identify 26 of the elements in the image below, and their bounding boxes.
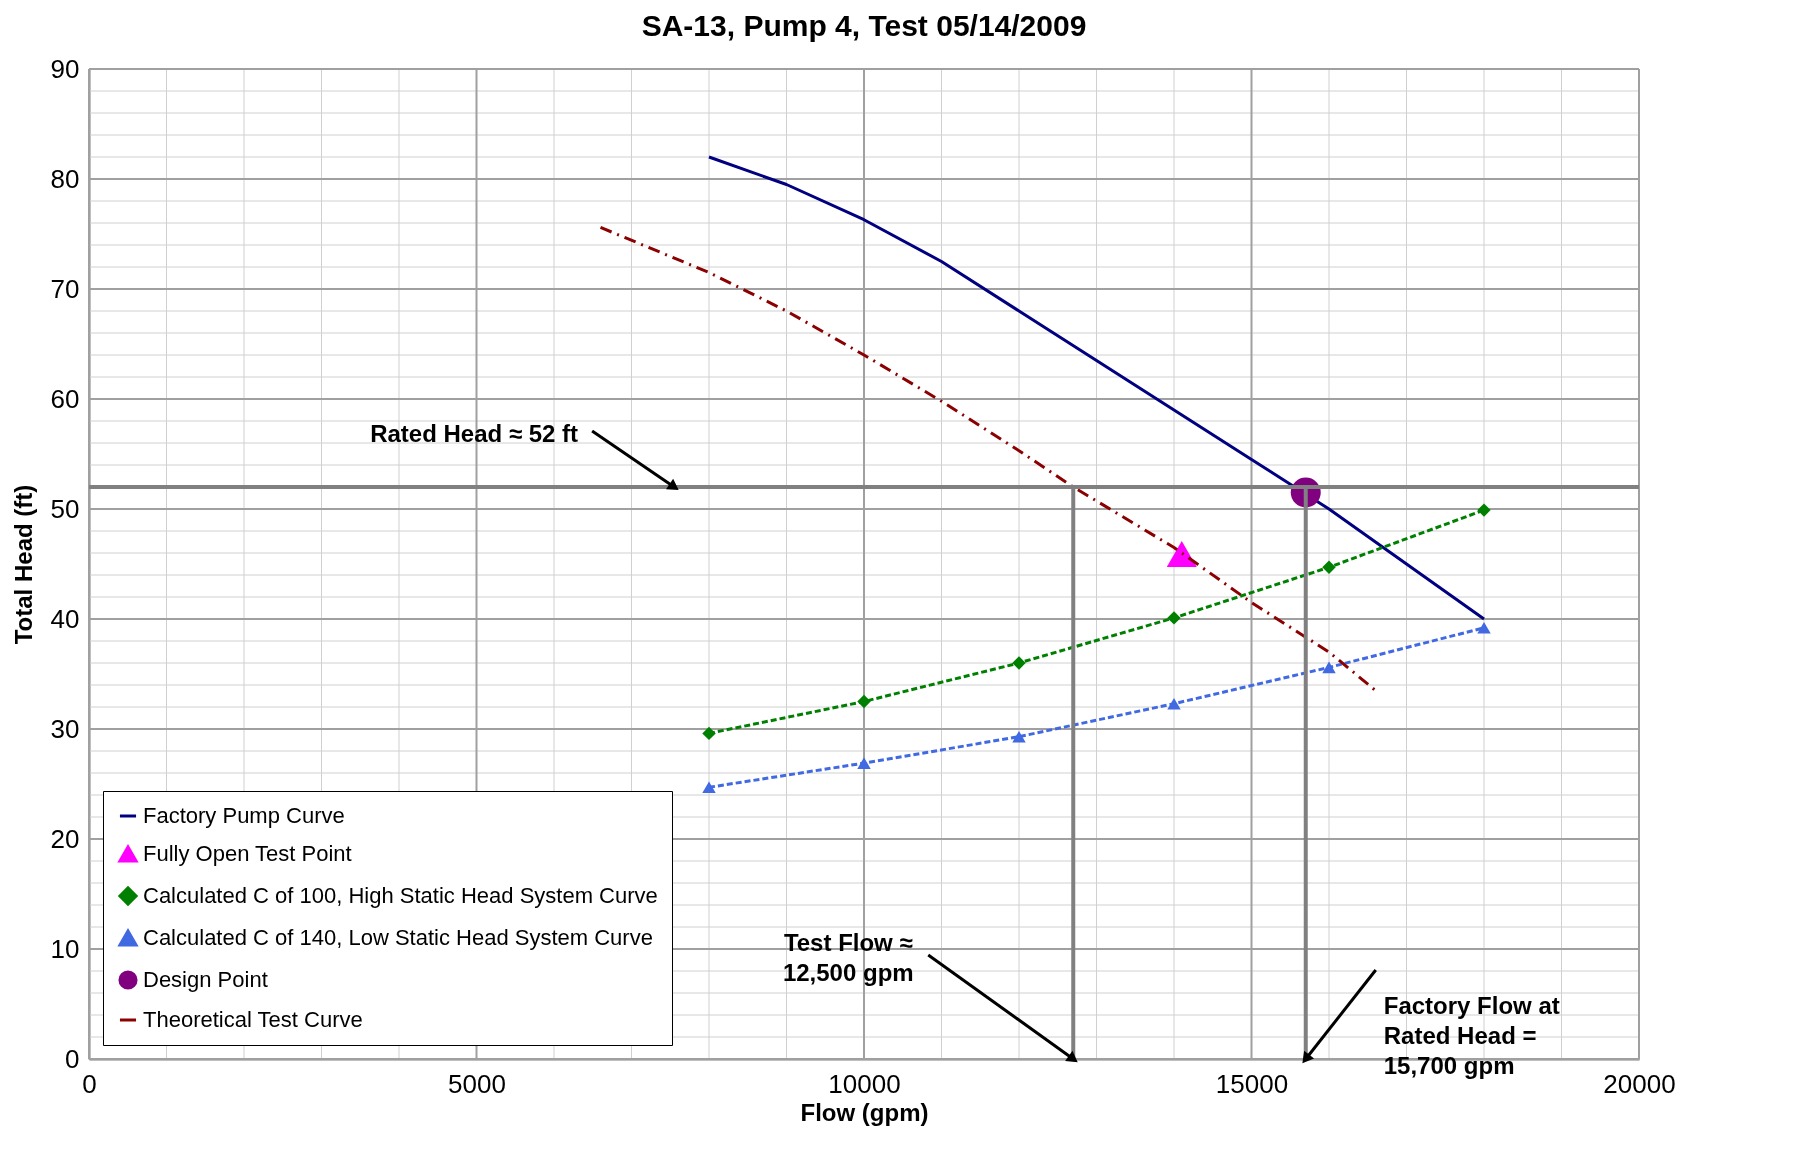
y-tick-label: 80	[50, 163, 80, 194]
y-tick-label: 90	[50, 53, 80, 84]
y-axis-title: Total Head (ft)	[9, 484, 37, 645]
chart-title: SA-13, Pump 4, Test 05/14/2009	[641, 9, 1087, 42]
annotation: Test Flow ≈ 12,500 gpm	[782, 929, 914, 986]
y-tick-label: 20	[50, 823, 80, 854]
y-tick-label: 70	[50, 273, 80, 304]
x-axis-title: Flow (gpm)	[800, 1098, 929, 1126]
legend-label: Fully Open Test Point	[143, 841, 352, 866]
annotation: Rated Head ≈ 52 ft	[370, 420, 579, 447]
legend-label: Theoretical Test Curve	[143, 1007, 363, 1032]
legend-label: Calculated C of 140, Low Static Head System Curve	[143, 925, 653, 950]
x-tick-label: 5000	[448, 1068, 506, 1099]
x-tick-label: 15000	[1215, 1068, 1289, 1099]
y-tick-label: 0	[65, 1043, 80, 1074]
y-tick-label: 60	[50, 383, 80, 414]
legend-label: Factory Pump Curve	[143, 803, 345, 828]
x-tick-label: 20000	[1603, 1068, 1676, 1099]
x-tick-label: 10000	[828, 1068, 901, 1099]
y-tick-label: 10	[50, 933, 80, 964]
y-tick-label: 40	[50, 603, 80, 634]
y-tick-label: 50	[50, 493, 80, 524]
annotation: Factory Flow at Rated Head = 15,700 gpm	[1383, 992, 1560, 1079]
legend-label: Design Point	[143, 967, 268, 992]
legend-label: Calculated C of 100, High Static Head System Curve	[143, 883, 658, 908]
y-tick-label: 30	[50, 713, 80, 744]
